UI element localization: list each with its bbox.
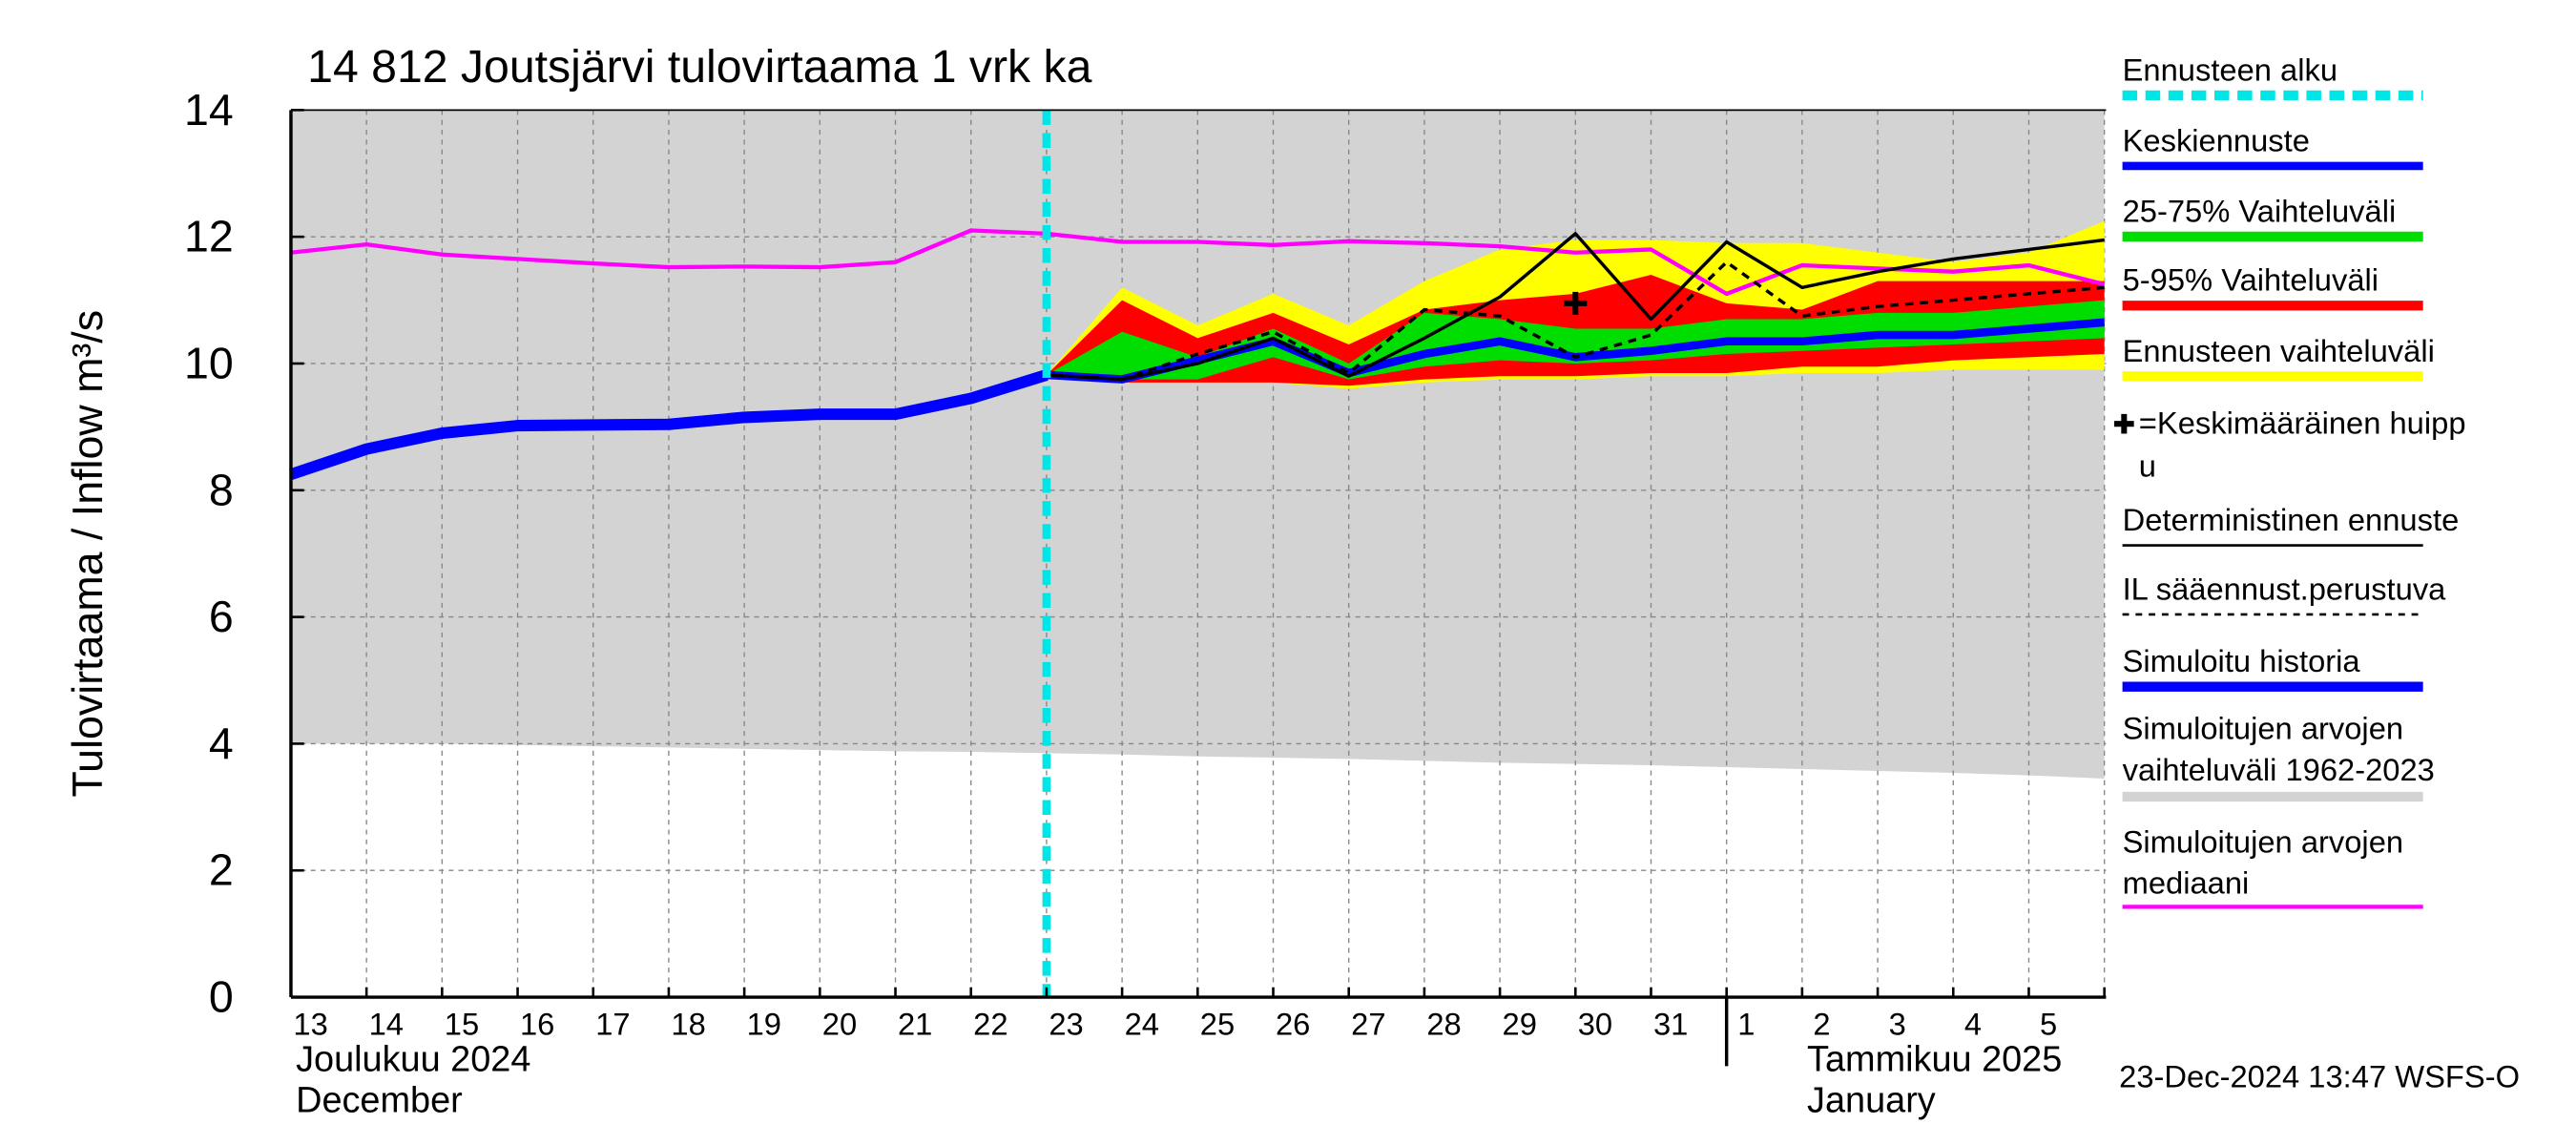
x-tick-label: 18 (671, 1007, 705, 1042)
peak-marker (1564, 291, 1588, 315)
x-tick-label: 4 (1964, 1007, 1982, 1042)
legend-label: Simuloitujen arvojen (2123, 824, 2404, 860)
legend-label: IL sääennust.perustuva (2123, 571, 2447, 606)
legend-label: Simuloitu historia (2123, 643, 2361, 678)
y-tick-label: 12 (184, 212, 234, 261)
x-tick-label: 16 (520, 1007, 554, 1042)
legend-label: mediaani (2123, 865, 2250, 901)
series-line (289, 369, 1049, 480)
series-line (290, 228, 2106, 297)
plot-area (289, 109, 2107, 998)
x-tick-label: 14 (369, 1007, 404, 1042)
x-tick-label: 1 (1737, 1007, 1755, 1042)
y-tick-label: 6 (209, 592, 234, 641)
x-tick-label: 15 (445, 1007, 479, 1042)
x-tick-label: 24 (1125, 1007, 1159, 1042)
x-tick-label: 28 (1426, 1007, 1461, 1042)
y-tick-label: 0 (209, 972, 234, 1022)
legend-label: Ennusteen vaihteluväli (2123, 333, 2435, 368)
legend-label: Deterministinen ennuste (2123, 502, 2460, 537)
x-tick-label: 31 (1653, 1007, 1688, 1042)
legend-label: u (2139, 448, 2156, 483)
x-tick-label: 23 (1049, 1007, 1083, 1042)
x-tick-label: 22 (973, 1007, 1008, 1042)
x-tick-label: 19 (747, 1007, 781, 1042)
y-tick-label: 10 (184, 338, 234, 387)
x-tick-label: 3 (1889, 1007, 1906, 1042)
series-line (1046, 232, 2105, 382)
timestamp: 23-Dec-2024 13:47 WSFS-O (2119, 1059, 2520, 1094)
legend-label: 25-75% Vaihteluväli (2123, 193, 2397, 228)
x-tick-label: 2 (1813, 1007, 1830, 1042)
y-axis-label: Tulovirtaama / Inflow m³/s (64, 310, 112, 798)
legend-label: =Keskimääräinen huipp (2139, 406, 2466, 441)
legend-label: 5-95% Vaihteluväli (2123, 262, 2379, 298)
x-tick-label: 13 (293, 1007, 327, 1042)
x-tick-label: 30 (1578, 1007, 1612, 1042)
x-tick-label: 27 (1351, 1007, 1385, 1042)
x-tick-label: 29 (1503, 1007, 1537, 1042)
x-tick-label: 20 (822, 1007, 857, 1042)
x-tick-label: 21 (898, 1007, 932, 1042)
y-tick-label: 4 (209, 718, 234, 768)
x-tick-label: 25 (1200, 1007, 1235, 1042)
month-label: December (296, 1081, 463, 1121)
chart-title: 14 812 Joutsjärvi tulovirtaama 1 vrk ka (307, 41, 1091, 93)
x-tick-label: 26 (1276, 1007, 1310, 1042)
series-line (1046, 260, 2105, 382)
x-tick-label: 17 (595, 1007, 630, 1042)
legend-label: Simuloitujen arvojen (2123, 711, 2404, 746)
month-label: January (1807, 1081, 1936, 1121)
legend-label: Keskiennuste (2123, 122, 2310, 157)
legend-label: vaihteluväli 1962-2023 (2123, 752, 2435, 787)
y-tick-label: 2 (209, 845, 234, 895)
month-label: Tammikuu 2025 (1807, 1040, 2062, 1080)
legend-symbol (2113, 413, 2134, 434)
y-tick-label: 14 (184, 85, 234, 135)
legend-label: Ennusteen alku (2123, 52, 2337, 87)
x-tick-label: 5 (2040, 1007, 2057, 1042)
y-tick-label: 8 (209, 465, 234, 514)
month-label: Joulukuu 2024 (296, 1040, 530, 1080)
